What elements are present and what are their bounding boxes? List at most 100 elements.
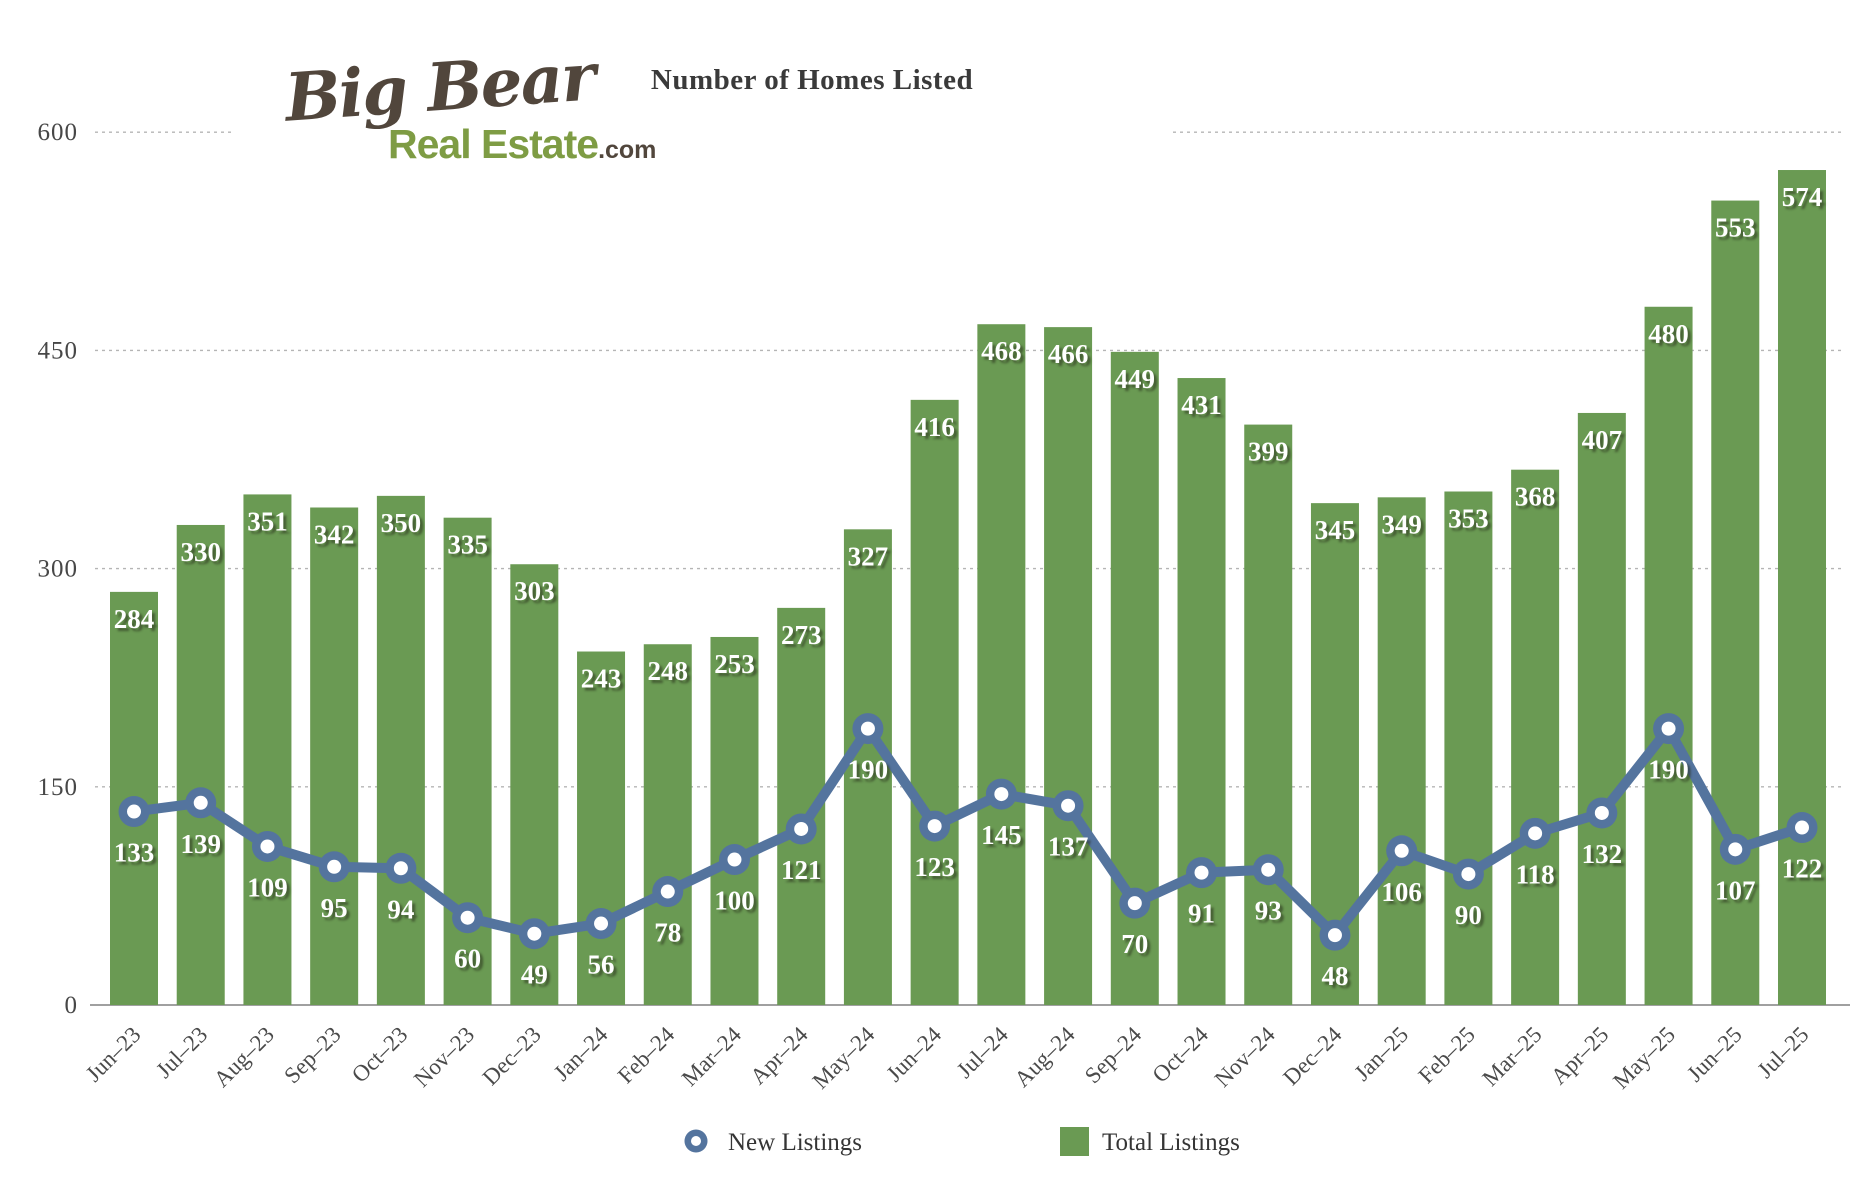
x-tick-label: Sep–24	[1080, 1022, 1147, 1089]
x-tick-label: Mar–25	[1477, 1022, 1546, 1091]
x-tick-label: Oct–24	[1147, 1022, 1213, 1088]
total-listings-bar	[1778, 170, 1826, 1005]
data-point-marker-hole	[193, 795, 208, 810]
total-listings-bar	[1644, 306, 1693, 1005]
data-point-marker-hole	[1194, 865, 1209, 880]
data-point-marker-hole	[727, 852, 742, 867]
bar-value-label: 468	[981, 336, 1022, 366]
bar-value-label: 243	[581, 664, 622, 694]
point-value-label: 100	[714, 886, 755, 916]
x-tick-label: Jun–24	[882, 1022, 947, 1087]
total-listings-bar	[710, 636, 759, 1005]
data-point-marker-hole	[1261, 862, 1276, 877]
total-listings-bar	[1444, 491, 1493, 1005]
point-value-label: 118	[1516, 859, 1555, 889]
x-tick-label: Jun–25	[1682, 1022, 1747, 1087]
x-tick-label: Aug–24	[1010, 1022, 1080, 1092]
x-tick-label: Jan–25	[1349, 1022, 1413, 1086]
y-tick-label: 600	[38, 119, 79, 146]
data-point-marker-hole	[994, 787, 1009, 802]
data-point-marker-hole	[393, 861, 408, 876]
point-value-label: 107	[1715, 875, 1756, 905]
point-value-label: 190	[848, 755, 889, 785]
point-value-labels: 133 139 109 95 94 60 49 56 78 100 121 190 123 145 137 7…	[114, 755, 1823, 992]
bar-value-label: 449	[1115, 364, 1156, 394]
data-point-marker-hole	[1327, 928, 1342, 943]
data-point-marker-hole	[660, 884, 675, 899]
total-listings-bar	[310, 507, 359, 1005]
data-point-marker-hole	[860, 721, 875, 736]
big-bear-logo: Big Bear Real Estate.com	[280, 37, 656, 167]
data-point-marker-hole	[1528, 826, 1543, 841]
bar-value-label: 431	[1181, 390, 1222, 420]
total-listings-bar	[977, 324, 1026, 1005]
x-tick-label: Jul–24	[952, 1022, 1013, 1083]
bar-value-label: 350	[381, 508, 422, 538]
x-tick-label: Mar–24	[677, 1022, 747, 1092]
point-value-label: 95	[321, 893, 348, 923]
total-listings-bar	[1511, 469, 1560, 1005]
data-point-marker-hole	[1127, 896, 1142, 911]
total-listings-bar	[243, 494, 292, 1005]
point-value-label: 145	[981, 820, 1022, 850]
point-value-label: 70	[1121, 929, 1148, 959]
bar-value-label: 303	[514, 576, 555, 606]
y-axis-labels: 0 150 300 450 600	[38, 119, 79, 1019]
bar-value-label: 342	[314, 520, 355, 550]
bar-value-label: 480	[1648, 319, 1689, 349]
point-value-label: 56	[588, 950, 615, 980]
data-point-marker-hole	[594, 916, 609, 931]
bar-value-label: 368	[1515, 482, 1556, 512]
point-value-label: 91	[1188, 899, 1215, 929]
total-listings-bar	[376, 495, 425, 1005]
total-listings-bar	[1377, 497, 1426, 1005]
bar-value-label: 349	[1381, 509, 1422, 539]
legend: New Listings Total Listings	[684, 1127, 1240, 1156]
bar-value-label: 574	[1782, 182, 1823, 212]
x-tick-label: Jan–24	[549, 1022, 613, 1086]
x-tick-label: Jun–23	[81, 1022, 146, 1087]
bar-value-label: 273	[781, 620, 822, 650]
new-listings-markers	[118, 713, 1818, 951]
chart-title: Number of Homes Listed	[651, 64, 973, 96]
logo-realestate-text: Real Estate	[388, 121, 598, 167]
total-listings-bar	[1244, 424, 1293, 1005]
data-point-marker-hole	[927, 819, 942, 834]
logo-com-text: .com	[598, 136, 656, 164]
x-tick-label: Feb–24	[613, 1022, 680, 1089]
legend-total-listings-swatch-icon	[1060, 1127, 1089, 1156]
bar-value-label: 351	[247, 506, 288, 536]
point-value-label: 133	[114, 838, 155, 868]
bar-value-label: 248	[648, 656, 689, 686]
x-tick-label: Sep–23	[279, 1022, 345, 1088]
point-value-label: 139	[180, 829, 221, 859]
total-listings-bar	[1044, 327, 1093, 1005]
data-point-marker-hole	[1795, 820, 1809, 835]
y-tick-label: 300	[38, 556, 79, 583]
point-value-label: 93	[1255, 896, 1282, 926]
x-tick-label: Dec–24	[1278, 1022, 1347, 1091]
point-value-label: 109	[247, 872, 288, 902]
bar-value-label: 553	[1715, 213, 1756, 243]
bar-value-label: 416	[914, 412, 955, 442]
x-tick-label: Aug–23	[209, 1022, 279, 1092]
point-value-label: 121	[781, 855, 822, 885]
y-tick-label: 0	[65, 992, 79, 1019]
point-value-label: 60	[454, 944, 481, 974]
bar-value-label: 399	[1248, 437, 1289, 467]
data-point-marker-hole	[127, 804, 141, 819]
data-point-marker-hole	[1394, 843, 1409, 858]
bar-value-label: 466	[1048, 339, 1089, 369]
bar-value-label: 327	[848, 541, 889, 571]
total-listings-bar	[1577, 412, 1626, 1005]
total-listings-bar	[1711, 200, 1760, 1005]
total-listings-bar	[843, 529, 892, 1005]
data-point-marker-hole	[260, 839, 275, 854]
bar-value-label: 353	[1448, 504, 1489, 534]
x-tick-label: Apr–25	[1546, 1022, 1613, 1089]
total-listings-bar	[176, 524, 225, 1005]
x-tick-label: Oct–23	[347, 1022, 413, 1088]
point-value-label: 190	[1648, 755, 1689, 785]
